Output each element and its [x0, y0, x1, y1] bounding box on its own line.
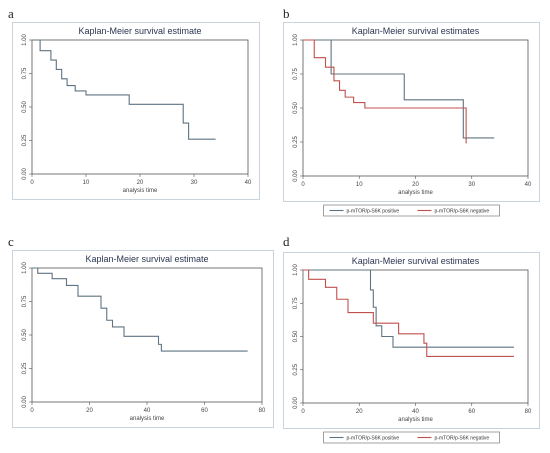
x-tick-label: 40 [245, 180, 252, 186]
y-tick-label: 0.50 [22, 329, 28, 341]
x-tick-label: 30 [468, 182, 475, 188]
legend-box [323, 204, 500, 217]
y-tick-label: 0.00 [22, 168, 28, 180]
y-tick-label: 0.00 [293, 397, 299, 409]
x-tick-label: 0 [30, 180, 34, 186]
chart-title: Kaplan-Meier survival estimates [352, 26, 480, 36]
x-tick-label: 0 [301, 409, 305, 415]
x-tick-label: 10 [356, 182, 363, 188]
x-tick-label: 60 [201, 408, 208, 414]
km-curve-negative [303, 269, 514, 357]
km-plot-d: Kaplan-Meier survival estimates 0.00 0.25 0… [283, 252, 540, 444]
km-plot-b: Kaplan-Meier survival estimates 0.00 0.25 0… [283, 22, 540, 217]
y-tick-label: 0.50 [293, 102, 299, 114]
panel-letter-a: a [8, 6, 14, 21]
x-tick-label: 10 [83, 180, 90, 186]
y-tick-label: 1.00 [293, 34, 299, 46]
legend-label: p-mTOR/p-S6K positive [347, 209, 400, 215]
legend-label: p-mTOR/p-S6K negative [435, 209, 490, 215]
x-tick-label: 40 [144, 408, 151, 414]
y-tick-label: 0.00 [22, 396, 28, 408]
km-curve-positive [303, 39, 495, 139]
km-plot-c: Kaplan-Meier survival estimate 0.00 0.25 0.… [12, 250, 274, 428]
x-tick-label: 20 [412, 182, 419, 188]
panel-letter-d: d [283, 234, 290, 249]
x-tick-label: 40 [412, 409, 419, 415]
y-tick-label: 0.75 [293, 297, 299, 309]
legend-label: p-mTOR/p-S6K positive [347, 436, 400, 442]
km-curve-overall [32, 39, 216, 140]
x-axis-label: analysis time [398, 190, 433, 196]
km-plot-a: Kaplan-Meier survival estimate 0.00 0.25 0.… [12, 22, 260, 200]
panel-letter-c: c [8, 234, 14, 249]
x-axis-label: analysis time [398, 417, 433, 423]
x-tick-label: 20 [86, 408, 93, 414]
y-tick-label: 0.75 [22, 67, 28, 79]
y-tick-label: 1.00 [22, 34, 28, 46]
x-tick-label: 20 [356, 409, 363, 415]
legend-label: p-mTOR/p-S6K negative [435, 436, 490, 442]
legend-box [323, 431, 500, 444]
y-tick-label: 0.25 [293, 363, 299, 375]
x-tick-label: 40 [525, 182, 532, 188]
y-tick-label: 0.75 [293, 68, 299, 80]
plot-area [302, 269, 529, 404]
x-tick-label: 0 [301, 182, 305, 188]
plot-area [31, 39, 249, 175]
x-tick-label: 80 [259, 408, 266, 414]
plot-area [31, 267, 263, 403]
x-axis-label: analysis time [123, 188, 158, 194]
y-tick-label: 0.00 [293, 170, 299, 182]
y-tick-label: 0.75 [22, 295, 28, 307]
x-tick-label: 80 [525, 409, 532, 415]
chart-title: Kaplan-Meier survival estimates [352, 256, 480, 266]
chart-title: Kaplan-Meier survival estimate [85, 254, 208, 264]
x-tick-label: 20 [137, 180, 144, 186]
y-tick-label: 0.50 [22, 101, 28, 113]
km-curve-negative [303, 39, 467, 144]
y-tick-label: 1.00 [293, 264, 299, 276]
chart-title: Kaplan-Meier survival estimate [78, 26, 201, 36]
panel-letter-b: b [283, 6, 290, 21]
y-tick-label: 0.25 [22, 134, 28, 146]
x-tick-label: 0 [30, 408, 34, 414]
y-tick-label: 0.50 [293, 330, 299, 342]
x-axis-label: analysis time [130, 416, 165, 422]
x-tick-label: 30 [191, 180, 198, 186]
x-tick-label: 60 [468, 409, 475, 415]
y-tick-label: 1.00 [22, 262, 28, 274]
y-tick-label: 0.25 [293, 136, 299, 148]
y-tick-label: 0.25 [22, 362, 28, 374]
km-curve-positive [303, 269, 514, 348]
km-curve-overall [32, 267, 248, 352]
